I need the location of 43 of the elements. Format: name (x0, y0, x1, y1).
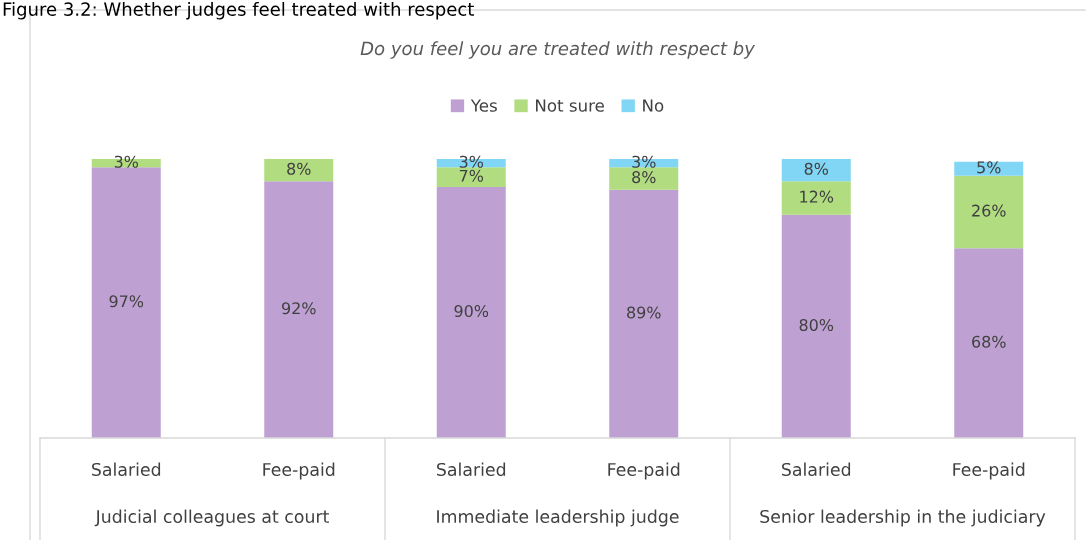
bar (954, 161, 1024, 176)
data-label: 68% (972, 335, 1006, 348)
data-label: 5% (977, 161, 1001, 174)
bar (436, 186, 506, 438)
data-label: 26% (972, 204, 1006, 217)
caption: Figure 3.2: Whether judges feel treated with respect (3, 2, 474, 20)
bar (781, 159, 851, 182)
data-label: 90% (454, 305, 489, 318)
chart-title: Do you feel you are treated with respect by (360, 41, 756, 59)
text: Immediate leadership judge (437, 509, 679, 527)
x-tick-label: Salaried (92, 462, 161, 477)
bar (609, 189, 679, 438)
data-label: 97% (109, 295, 144, 308)
data-label: 12% (800, 190, 834, 203)
legend-label: Yes (470, 99, 497, 112)
data-label: 3% (114, 155, 139, 168)
x-tick-label: Fee-paid (953, 462, 1025, 480)
data-label: 3% (632, 155, 656, 168)
bar (781, 214, 851, 438)
bar (264, 159, 334, 182)
text: Senior leadership in the judiciary (760, 509, 1046, 527)
x-tick-label: Fee-paid (263, 462, 335, 480)
x-tick-label: Salaried (782, 462, 851, 477)
data-label: 8% (287, 162, 311, 175)
bar (609, 167, 679, 190)
data-label: 8% (632, 171, 656, 184)
data-label: 7% (459, 169, 484, 182)
data-label: 8% (804, 162, 829, 175)
data-label: 89% (627, 306, 661, 319)
legend-label: No (643, 99, 664, 112)
bar (264, 181, 334, 438)
bar (781, 181, 851, 215)
x-tick-label: Salaried (437, 462, 506, 477)
data-label: 92% (282, 302, 316, 315)
data-label: 80% (799, 318, 834, 332)
legend-label: Not sure (536, 99, 604, 112)
x-tick-label: Fee-paid (608, 462, 680, 480)
bar (91, 167, 161, 438)
data-label: 3% (459, 155, 484, 168)
bar (954, 248, 1024, 438)
bar (954, 175, 1024, 249)
bar (436, 167, 506, 187)
text: Judicial colleagues at court (94, 509, 329, 527)
